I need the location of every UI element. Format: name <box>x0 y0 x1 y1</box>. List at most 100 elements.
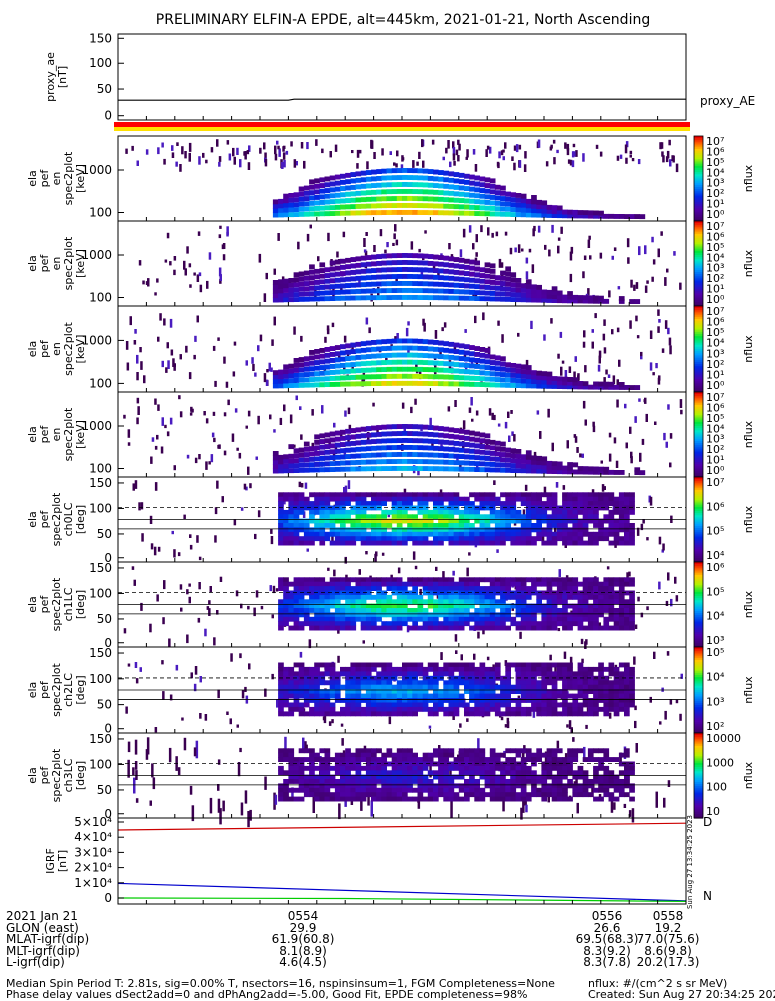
heat-cell <box>397 189 403 194</box>
heat-cell <box>619 626 625 631</box>
heat-cell <box>294 272 300 277</box>
heat-cell <box>412 459 418 464</box>
y-tick-label: 50 <box>97 527 112 541</box>
heat-cell <box>345 497 351 502</box>
heat-cell <box>397 281 403 286</box>
sparse-pixel <box>214 381 217 387</box>
heat-cell <box>433 667 439 672</box>
heat-cell <box>603 492 609 497</box>
heat-cell <box>387 260 393 265</box>
heat-cell <box>547 617 553 622</box>
heat-cell <box>397 667 403 672</box>
heat-cell <box>609 595 615 600</box>
heat-cell <box>402 671 408 676</box>
heat-cell <box>443 599 449 604</box>
heat-cell <box>464 685 470 690</box>
heat-cell <box>356 536 362 541</box>
sparse-pixel <box>226 382 229 388</box>
heat-cell <box>361 440 367 445</box>
sparse-pixel <box>217 445 220 449</box>
sparse-pixel <box>271 674 274 679</box>
heat-cell <box>407 367 413 372</box>
heat-cell <box>299 373 305 378</box>
sparse-pixel <box>435 567 438 571</box>
heat-cell <box>423 360 429 365</box>
heat-cell <box>325 671 331 676</box>
heat-cell <box>371 680 377 685</box>
heat-cell <box>371 210 377 215</box>
heat-cell <box>278 582 284 587</box>
heat-cell <box>381 626 387 631</box>
heat-cell <box>464 455 470 460</box>
heat-cell <box>480 663 486 668</box>
heat-cell <box>407 168 413 173</box>
heat-cell <box>356 184 362 189</box>
heat-cell <box>350 599 356 604</box>
heat-cell <box>510 577 516 582</box>
heat-cell <box>578 492 584 497</box>
heat-cell <box>428 176 434 181</box>
heat-cell <box>335 582 341 587</box>
heat-cell <box>449 671 455 676</box>
heat-cell <box>407 381 413 386</box>
heat-cell <box>350 369 356 374</box>
sparse-pixel <box>496 232 499 237</box>
heat-cell <box>490 514 496 519</box>
heat-cell <box>371 617 377 622</box>
heat-cell <box>505 197 511 202</box>
heat-cell <box>299 187 305 192</box>
heat-cell <box>278 685 284 690</box>
sparse-pixel <box>529 249 532 253</box>
heat-cell <box>340 259 346 264</box>
sparse-pixel <box>570 274 573 282</box>
heat-cell <box>505 492 511 497</box>
heat-cell <box>412 210 418 215</box>
heat-cell <box>516 449 522 454</box>
heat-cell <box>278 374 284 379</box>
heat-cell <box>562 532 568 537</box>
heat-cell <box>371 523 377 528</box>
heat-cell <box>438 501 444 506</box>
heat-cell <box>521 374 527 379</box>
heat-cell <box>531 671 537 676</box>
heat-cell <box>392 260 398 265</box>
heat-cell <box>402 189 408 194</box>
heat-cell <box>526 698 532 703</box>
heat-cell <box>392 424 398 429</box>
heat-cell <box>490 297 496 302</box>
heat-cell <box>423 196 429 201</box>
heat-cell <box>449 514 455 519</box>
heat-cell <box>547 290 553 295</box>
heat-cell <box>412 523 418 528</box>
sparse-pixel <box>518 244 521 253</box>
heat-cell <box>624 497 630 502</box>
heat-cell <box>516 667 522 672</box>
heat-cell <box>402 175 408 180</box>
heat-cell <box>397 621 403 626</box>
sparse-pixel <box>634 721 637 728</box>
heat-cell <box>464 205 470 210</box>
heat-cell <box>536 595 542 600</box>
sparse-pixel <box>152 437 155 442</box>
heat-cell <box>309 366 315 371</box>
heat-cell <box>376 261 382 266</box>
heat-cell <box>572 617 578 622</box>
heat-cell <box>500 276 506 281</box>
heat-cell <box>376 541 382 546</box>
heat-cell <box>536 464 542 469</box>
heat-cell <box>474 595 480 600</box>
heat-cell <box>443 711 449 716</box>
heat-cell <box>598 211 604 216</box>
heat-cell <box>474 711 480 716</box>
sparse-pixel <box>476 234 479 242</box>
heat-cell <box>423 432 429 437</box>
heat-cell <box>340 363 346 368</box>
heat-cell <box>433 426 439 431</box>
heat-cell <box>340 284 346 289</box>
sparse-pixel <box>164 425 167 428</box>
heat-cell <box>449 595 455 600</box>
heat-cell <box>350 270 356 275</box>
heat-cell <box>443 262 449 267</box>
sparse-pixel <box>498 424 501 427</box>
heat-cell <box>273 451 279 456</box>
